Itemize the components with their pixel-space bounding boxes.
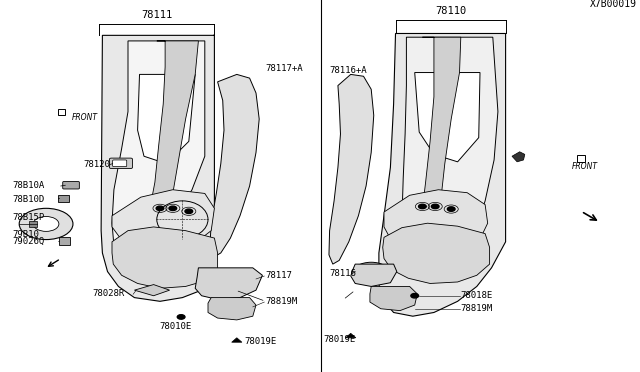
Circle shape [185,209,193,214]
Text: 78010E: 78010E [160,322,192,331]
Text: 78018E: 78018E [461,291,493,300]
Polygon shape [112,190,214,253]
Polygon shape [112,227,218,288]
Text: 78117+A: 78117+A [266,64,303,73]
Text: 78B15P: 78B15P [13,214,45,222]
Text: 78B10A: 78B10A [13,181,45,190]
Text: FRONT: FRONT [572,162,598,171]
Polygon shape [195,268,262,299]
Polygon shape [408,37,461,277]
FancyBboxPatch shape [29,221,37,227]
Polygon shape [329,74,374,264]
Polygon shape [402,37,498,283]
Circle shape [411,294,419,298]
Text: 78116+A: 78116+A [330,66,367,75]
Circle shape [419,204,426,209]
Text: 78117: 78117 [266,271,292,280]
Text: 79B10: 79B10 [13,230,40,239]
Polygon shape [512,152,525,162]
Polygon shape [351,264,397,286]
Polygon shape [58,109,65,115]
Circle shape [352,262,390,285]
Text: 79026Q: 79026Q [13,237,45,246]
Polygon shape [346,333,356,338]
Polygon shape [210,74,259,257]
Polygon shape [415,73,480,162]
Circle shape [33,217,59,231]
Text: 78819M: 78819M [461,304,493,313]
Polygon shape [134,285,170,296]
Text: 78116: 78116 [330,269,356,278]
Text: FRONT: FRONT [72,113,98,122]
Polygon shape [370,286,417,311]
Text: 78B10D: 78B10D [13,195,45,203]
Text: 78120: 78120 [83,160,110,169]
Polygon shape [208,298,256,320]
Polygon shape [577,155,585,162]
FancyBboxPatch shape [59,237,70,245]
Text: 78019E: 78019E [244,337,276,346]
Text: 78819M: 78819M [266,297,298,306]
Text: 78028R: 78028R [93,289,125,298]
Polygon shape [138,74,195,164]
FancyBboxPatch shape [58,195,69,202]
Polygon shape [134,41,198,275]
Polygon shape [379,33,506,316]
Polygon shape [101,34,214,301]
FancyBboxPatch shape [113,160,127,167]
Circle shape [447,207,455,211]
Circle shape [431,204,439,209]
Circle shape [362,268,380,279]
Polygon shape [383,223,490,283]
FancyBboxPatch shape [63,182,79,189]
Text: 78110: 78110 [435,6,466,16]
Circle shape [156,206,164,211]
Polygon shape [384,190,488,256]
Text: 78111: 78111 [141,10,172,20]
Circle shape [177,315,185,319]
Polygon shape [112,41,205,268]
Text: 78019E: 78019E [323,335,355,344]
Circle shape [19,208,73,240]
FancyBboxPatch shape [109,158,132,169]
Polygon shape [232,338,242,342]
Circle shape [169,206,177,211]
Text: X7B00019: X7B00019 [590,0,637,9]
